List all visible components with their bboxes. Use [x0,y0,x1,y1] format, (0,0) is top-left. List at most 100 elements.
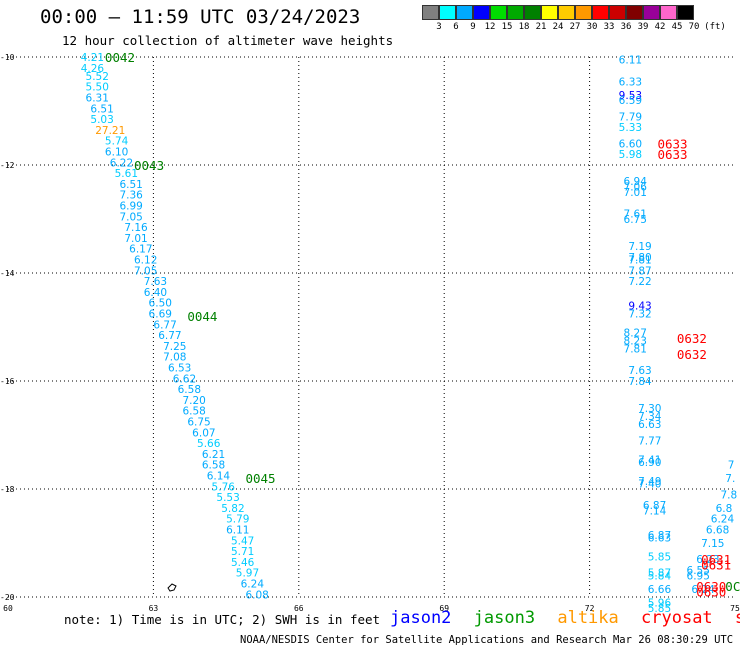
y-tick-label: -10 [0,53,15,62]
wave-height-label: 8.23 [624,336,647,348]
time-label: 0632 [677,347,707,362]
x-tick-label: 75 [730,604,740,613]
time-label: 0631 [701,552,731,567]
wave-height-label: 6.75 [624,214,647,226]
wave-height-label: 7.25 [163,341,186,353]
wave-height-label: 5.82 [221,503,244,515]
wave-height-label: 6.11 [226,525,249,537]
time-label: 0042 [105,50,135,65]
legend-label: 30 [586,22,598,32]
x-tick-label: 60 [3,604,13,613]
wave-height-label: 7.14 [643,506,667,518]
wave-height-label: 6.24 [241,579,265,591]
wave-height-label: 6.31 [86,93,109,105]
wave-height-label: 6.08 [245,589,268,601]
wave-height-label: 6.40 [144,287,167,299]
wave-height-label: 7 [728,460,735,472]
wave-height-label: 7.22 [628,276,651,288]
wave-height-label: 6.75 [187,417,210,429]
color-legend: 3 6 9 12 15 18 21 24 27 30 33 36 39 42 45 70 (ft) [422,5,728,35]
wave-height-label: 7.20 [182,395,205,407]
legend-swatch [575,5,592,20]
legend-label: 12 [484,22,496,32]
wave-height-label: 5.74 [105,136,129,148]
wave-height-label: 7.80 [628,252,651,264]
legend-label: 24 [552,22,564,32]
y-tick-label: -18 [0,485,15,494]
x-tick-label: 69 [439,604,449,613]
legend-label: 6 [453,22,459,32]
wave-height-label: 6.77 [158,330,181,342]
legend-swatch [592,5,609,20]
wave-height-label: 7.79 [619,111,642,123]
wave-height-label: 5.87 [648,568,671,580]
wave-height-label: 7.63 [144,276,167,288]
wave-height-label: 6.94 [624,176,648,188]
legend-label: 33 [603,22,615,32]
chart-subtitle: 12 hour collection of altimeter wave hei… [62,33,394,48]
wave-height-label: 5.61 [115,168,138,180]
wave-height-label: 6.24 [691,584,715,596]
legend-swatch [456,5,473,20]
wave-height-label: 6.23 [696,554,719,566]
wave-height-label: 7.63 [628,365,651,377]
legend-swatch [660,5,677,20]
wave-height-label: 6.66 [648,584,672,596]
satellite-legend: jason2 jason3 altika cryosat s3a [390,608,740,628]
footer-credit: NOAA/NESDIS Center for Satellite Applica… [240,634,740,646]
wave-height-label: 5.84 [648,570,672,582]
wave-height-label: 7.81 [628,255,651,267]
legend-swatch [541,5,558,20]
wave-height-label: 7.32 [628,309,651,321]
wave-height-label: 9.43 [628,300,651,312]
time-label: 0631 [701,558,731,573]
wave-height-label: 6.68 [706,525,729,537]
legend-swatch [490,5,507,20]
wave-height-label: 7.36 [119,190,143,202]
satellite-jason3: jason3 [473,608,536,628]
time-label: 0043 [134,158,164,173]
wave-height-label: 5.85 [648,552,671,564]
wave-height-label: 7.87 [628,265,651,277]
wave-height-label: 5.66 [197,438,221,450]
wave-height-label: 7.34 [638,411,662,423]
wave-height-label: 6.8 [716,503,733,515]
wave-height-label: 6.62 [173,373,196,385]
legend-label: 27 [569,22,581,32]
wave-height-label: 7.41 [638,454,661,466]
wave-height-label: 6.59 [619,95,642,107]
wave-height-label: 6.24 [711,514,735,526]
wave-height-label: 6.21 [202,449,225,461]
satellite-altika: altika [557,608,619,628]
time-label: 0C [725,579,740,594]
x-tick-label: 66 [294,604,304,613]
wave-height-label: 5.85 [648,603,671,615]
legend-label: 9 [470,22,476,32]
wave-height-label: 7.77 [638,435,661,447]
legend-swatches [422,5,728,20]
wave-height-label: 6.12 [134,255,157,267]
wave-height-label: 5.46 [231,557,255,569]
legend-label: 15 [501,22,513,32]
legend-label: (ft) [704,22,726,32]
wave-height-label: 7.01 [124,233,147,245]
wave-height-label: 7.49 [638,476,661,488]
legend-label: 3 [436,22,442,32]
wave-height-label: 5.71 [231,546,254,558]
wave-height-label: 6.07 [192,427,215,439]
note-text: note: 1) Time is in UTC; 2) SWH is in fe… [64,612,381,627]
time-label: 0630 [696,579,726,594]
data-marks: 4.214.265.525.506.316.515.0327.215.746.1… [81,52,737,615]
wave-height-label: 7.40 [638,479,661,491]
wave-height-label: 5.47 [231,535,254,547]
wave-height-label: 5.53 [216,492,239,504]
wave-height-label: 6.58 [182,406,205,418]
time-label: 0632 [677,331,707,346]
y-tick-label: -20 [0,593,15,602]
wave-height-label: 6.58 [178,384,201,396]
wave-height-label: 7. [725,473,735,485]
wave-height-label: 5.96 [648,597,672,609]
legend-label: 18 [518,22,530,32]
wave-height-label: 4.21 [81,52,104,64]
